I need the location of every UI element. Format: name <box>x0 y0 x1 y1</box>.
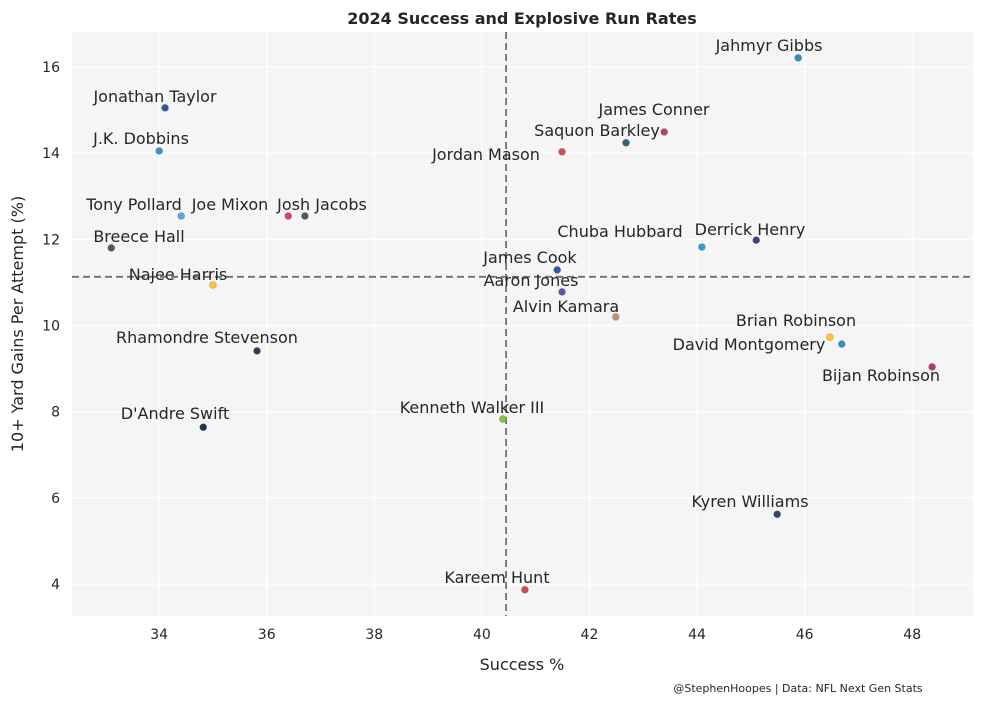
point-josh-jacobs <box>301 212 309 220</box>
y-axis-label: 10+ Yard Gains Per Attempt (%) <box>8 196 27 452</box>
point-breece-hall <box>107 244 116 252</box>
point-kenneth-walker-iii <box>499 415 507 423</box>
point-jonathan-taylor <box>161 104 169 112</box>
x-tick-label: 44 <box>688 627 706 643</box>
point-label: D'Andre Swift <box>121 404 229 423</box>
point-label: Tony Pollard <box>85 195 182 214</box>
x-ticks: 34 36 38 40 42 44 46 48 <box>150 627 921 643</box>
point-label: David Montgomery <box>673 335 826 354</box>
point-label: Alvin Kamara <box>513 297 619 316</box>
point-label: James Cook <box>482 248 577 267</box>
y-tick-label: 6 <box>51 491 60 507</box>
point-label: Rhamondre Stevenson <box>116 328 298 347</box>
credit-text: @StephenHoopes | Data: NFL Next Gen Stat… <box>673 682 923 695</box>
x-tick-label: 40 <box>473 627 491 643</box>
point-kyren-williams <box>773 510 782 519</box>
point-label: Najee Harris <box>129 265 227 284</box>
point-label: Breece Hall <box>93 227 184 246</box>
point-label: Jonathan Taylor <box>92 87 217 106</box>
point-aaron-jones <box>558 288 566 296</box>
x-tick-label: 48 <box>903 627 921 643</box>
x-axis-label: Success % <box>480 655 565 674</box>
point-kareem-hunt <box>521 585 529 594</box>
point-label: Joe Mixon <box>191 195 269 214</box>
point-david-montgomery <box>837 340 846 348</box>
point-d-andre-swift <box>199 423 208 432</box>
point-label: Jahmyr Gibbs <box>715 36 823 55</box>
point-najee-harris <box>209 281 217 289</box>
point-label: Chuba Hubbard <box>557 222 682 241</box>
point-label: Bijan Robinson <box>822 366 940 385</box>
grid <box>72 32 973 616</box>
y-tick-label: 16 <box>42 60 60 76</box>
point-derrick-henry <box>752 236 761 244</box>
point-label: Derrick Henry <box>695 220 806 239</box>
point-label: Josh Jacobs <box>276 195 367 214</box>
point-rhamondre-stevenson <box>253 347 261 355</box>
x-tick-label: 42 <box>581 627 599 643</box>
y-tick-label: 12 <box>42 232 60 248</box>
point-label: Kenneth Walker III <box>400 398 545 417</box>
point-label: J.K. Dobbins <box>92 129 189 148</box>
y-tick-label: 8 <box>51 405 60 421</box>
point-bijan-robinson <box>928 363 936 371</box>
plot-area <box>72 32 973 616</box>
point-label: Kareem Hunt <box>444 568 549 587</box>
point-labels: Jahmyr Gibbs Jonathan Taylor J.K. Dobbins J… <box>85 36 940 587</box>
point-label: Kyren Williams <box>691 492 808 511</box>
point-tony-pollard <box>177 212 185 220</box>
point-jahmyr-gibbs <box>794 54 802 62</box>
point-james-cook <box>553 266 561 274</box>
y-ticks: 4 6 8 10 12 14 16 <box>42 60 60 593</box>
x-tick-label: 34 <box>150 627 168 643</box>
y-tick-label: 10 <box>42 319 60 335</box>
reference-lines <box>72 32 973 616</box>
point-james-conner <box>660 128 669 136</box>
point-chuba-hubbard <box>698 243 706 251</box>
y-tick-label: 4 <box>51 577 60 593</box>
point-label: James Conner <box>597 100 709 119</box>
x-tick-label: 36 <box>258 627 276 643</box>
point-label: Aaron Jones <box>484 271 579 290</box>
x-tick-label: 46 <box>796 627 814 643</box>
point-jordan-mason <box>558 148 566 156</box>
point-saquon-barkley <box>622 138 630 147</box>
point-brian-robinson <box>826 333 834 341</box>
x-tick-label: 38 <box>365 627 383 643</box>
point-label: Saquon Barkley <box>534 121 660 140</box>
points <box>107 54 936 594</box>
point-label: Jordan Mason <box>431 145 540 164</box>
point-label: Brian Robinson <box>736 311 856 330</box>
point-j-k-dobbins <box>155 147 163 155</box>
chart-title: 2024 Success and Explosive Run Rates <box>347 9 697 28</box>
point-joe-mixon <box>284 212 293 220</box>
point-alvin-kamara <box>612 313 620 321</box>
y-tick-label: 14 <box>42 146 60 162</box>
